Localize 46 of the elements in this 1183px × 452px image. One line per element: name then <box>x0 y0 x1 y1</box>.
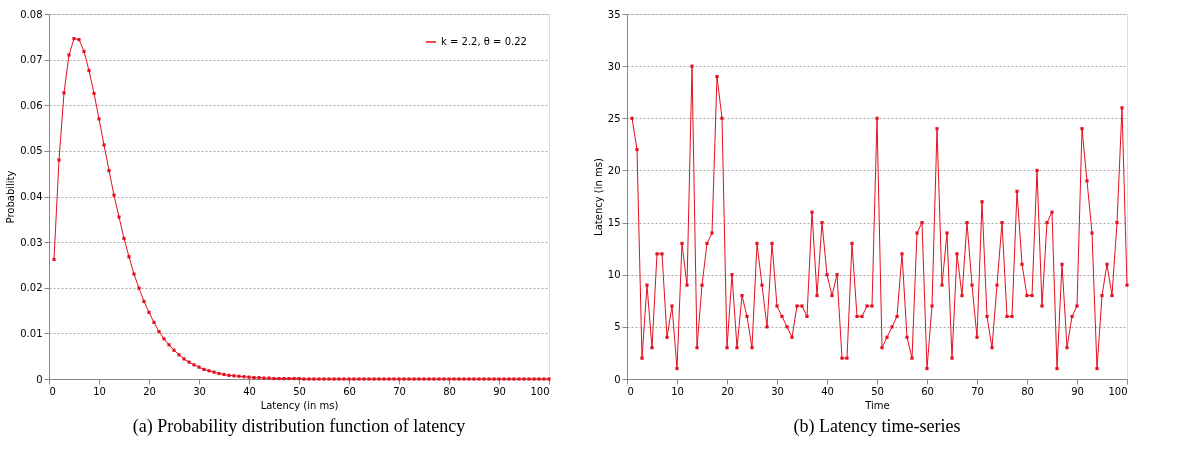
y-tick-label: 0.03 <box>20 236 43 248</box>
x-tick-label: 90 <box>1071 385 1084 397</box>
x-tick-label: 70 <box>971 385 984 397</box>
y-tick-label: 5 <box>614 321 621 333</box>
y-tick-label: 0 <box>36 373 43 385</box>
x-tick-label: 10 <box>93 385 106 397</box>
y-tick-label: 0.01 <box>20 327 43 339</box>
x-tick-label: 0 <box>49 385 56 397</box>
x-tick-label: 40 <box>821 385 834 397</box>
text: (b) Latency time-series <box>793 416 961 437</box>
x-tick-label: 20 <box>143 385 156 397</box>
x-tick-label: 10 <box>671 385 684 397</box>
y-tick-label: 15 <box>607 217 621 229</box>
x-tick-label: 50 <box>871 385 884 397</box>
x-tick-label: 20 <box>721 385 734 397</box>
y-tick-label: 20 <box>607 164 621 176</box>
y-tick-label: 35 <box>607 8 621 20</box>
x-tick-label: 0 <box>627 385 634 397</box>
x-axis-title: Latency (in ms) <box>260 399 339 411</box>
y-tick-label: 0.02 <box>20 282 43 294</box>
x-tick-label: 100 <box>1108 385 1128 397</box>
x-tick-label: 100 <box>530 385 550 397</box>
y-tick-label: 0.05 <box>20 145 43 157</box>
y-tick-label: 0.08 <box>20 8 43 20</box>
y-tick-label: 25 <box>607 112 621 124</box>
x-axis-title: Time <box>864 399 890 411</box>
x-tick-label: 70 <box>393 385 406 397</box>
x-tick-label: 60 <box>921 385 934 397</box>
y-axis-title: Latency (in ms) <box>592 158 604 236</box>
text: (a) Probability distribution function of latency <box>132 416 466 437</box>
y-tick-label: 0 <box>614 373 621 385</box>
y-axis-title: Probability <box>5 170 17 224</box>
y-tick-label: 0.06 <box>20 99 43 111</box>
x-tick-label: 30 <box>771 385 784 397</box>
x-tick-label: 60 <box>343 385 356 397</box>
y-tick-label: 10 <box>607 269 621 281</box>
x-tick-label: 80 <box>443 385 456 397</box>
legend-label: k = 2.2, θ = 0.22 <box>441 36 527 47</box>
y-tick-label: 30 <box>607 60 621 72</box>
x-tick-label: 40 <box>243 385 256 397</box>
y-tick-label: 0.04 <box>20 191 43 202</box>
x-tick-label: 90 <box>493 385 506 397</box>
x-tick-label: 50 <box>293 385 306 397</box>
x-tick-label: 30 <box>193 385 206 397</box>
y-tick-label: 0.07 <box>20 54 43 66</box>
x-tick-label: 80 <box>1021 385 1034 397</box>
